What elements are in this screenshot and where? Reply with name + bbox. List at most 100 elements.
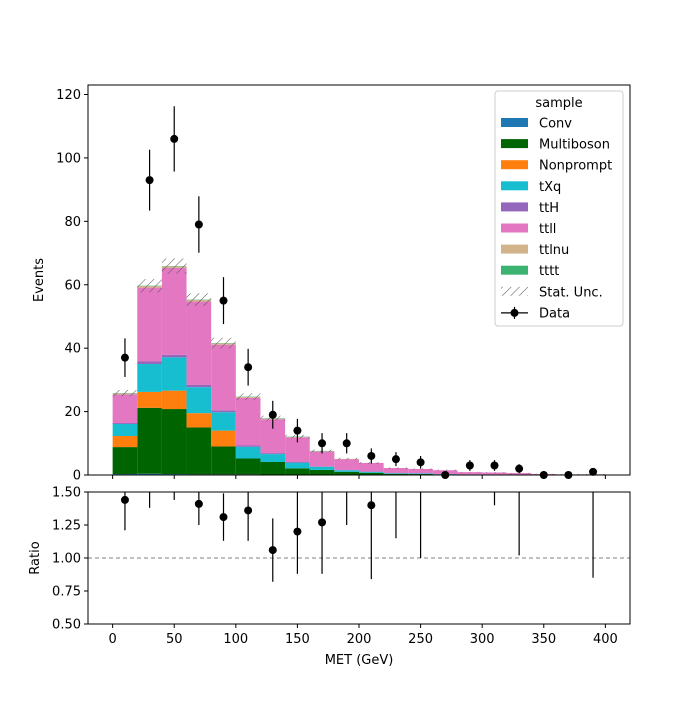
bar-nonprompt-1: [137, 392, 162, 408]
bar-txq-5: [236, 447, 261, 459]
x-tick-label-0: 0: [108, 632, 116, 647]
stat-unc-band-0: [113, 390, 138, 396]
bar-tth-1: [137, 361, 162, 364]
bar-ttll-4: [211, 345, 236, 411]
bar-nonprompt-3: [187, 413, 212, 427]
stat-unc-band-15: [482, 472, 507, 473]
data-point-8: [318, 439, 326, 447]
bar-ttll-12: [408, 469, 433, 473]
legend-swatch-tth: [501, 202, 528, 211]
data-point-14: [466, 461, 474, 469]
bar-txq-9: [334, 470, 359, 472]
bar-ttll-14: [458, 472, 483, 474]
bar-multiboson-8: [310, 470, 335, 475]
stat-unc-band-9: [334, 458, 359, 460]
x-tick-label-8: 400: [593, 632, 618, 647]
ratio-point-10: [367, 501, 375, 509]
bar-ttll-11: [384, 468, 409, 473]
bar-nonprompt-0: [113, 436, 138, 447]
stat-unc-band-13: [433, 470, 458, 471]
bar-txq-2: [162, 357, 187, 390]
bar-multiboson-1: [137, 408, 162, 474]
ratio-y-tick-label-3: 1.25: [52, 519, 81, 534]
ratio-point-0: [121, 496, 129, 504]
data-point-10: [367, 452, 375, 460]
ratio-y-tick-label-0: 0.50: [52, 618, 81, 633]
bar-multiboson-6: [260, 462, 285, 475]
legend-label-stat-unc: Stat. Unc.: [539, 285, 603, 300]
legend-swatch-data: [511, 309, 519, 317]
stat-unc-band-14: [458, 472, 483, 473]
data-point-9: [343, 439, 351, 447]
bar-tth-7: [285, 462, 310, 463]
legend-label-conv: Conv: [539, 117, 572, 132]
x-tick-label-2: 100: [223, 632, 248, 647]
legend-swatch-conv: [501, 118, 528, 127]
top-y-tick-label-1: 20: [64, 405, 81, 420]
legend-swatch-ttlnu: [501, 245, 528, 254]
data-point-3: [195, 221, 203, 229]
bar-multiboson-2: [162, 409, 187, 474]
data-point-5: [244, 363, 252, 371]
ratio-point-7: [293, 528, 301, 536]
legend-swatch-nonprompt: [501, 160, 528, 169]
x-tick-label-1: 50: [166, 632, 183, 647]
bar-ttll-9: [334, 459, 359, 470]
x-tick-label-5: 250: [408, 632, 433, 647]
ratio-point-6: [269, 546, 277, 554]
bar-txq-7: [285, 463, 310, 469]
legend-label-data: Data: [539, 306, 570, 321]
legend-label-tth: ttH: [539, 201, 559, 216]
legend: sampleConvMultibosonNonprompttXqttHttllt…: [495, 91, 623, 326]
stat-unc-band-11: [384, 467, 409, 468]
bar-ttll-0: [113, 394, 138, 423]
data-point-0: [121, 354, 129, 362]
bar-txq-1: [137, 364, 162, 392]
top-y-tick-label-4: 80: [64, 215, 81, 230]
ratio-point-4: [220, 513, 228, 521]
stat-unc-band-5: [236, 393, 261, 400]
bar-nonprompt-4: [211, 431, 236, 447]
bar-ttll-5: [236, 398, 261, 446]
bar-ttll-1: [137, 288, 162, 362]
data-point-2: [170, 135, 178, 143]
data-point-12: [417, 458, 425, 466]
bar-tth-0: [113, 423, 138, 424]
bar-txq-0: [113, 424, 138, 436]
top-y-tick-label-2: 40: [64, 342, 81, 357]
bar-ttll-2: [162, 268, 187, 355]
ratio-y-tick-label-2: 1.00: [52, 552, 81, 567]
stat-unc-band-1: [137, 279, 162, 292]
ratio-y-tick-label-1: 0.75: [52, 585, 81, 600]
data-point-15: [491, 461, 499, 469]
bar-tth-3: [187, 385, 212, 387]
x-axis-label: MET (GeV): [325, 653, 394, 668]
legend-label-tttt: tttt: [539, 264, 559, 279]
legend-swatch-stat-unc: [501, 287, 528, 296]
legend-swatch-multiboson: [501, 139, 528, 148]
bar-nonprompt-2: [162, 391, 187, 409]
stat-unc-band-2: [162, 258, 187, 273]
legend-label-ttll: ttll: [539, 222, 556, 237]
x-tick-label-3: 150: [285, 632, 310, 647]
data-point-1: [146, 176, 154, 184]
x-tick-label-4: 200: [347, 632, 372, 647]
bar-multiboson-0: [113, 447, 138, 474]
bar-tth-4: [211, 410, 236, 412]
bar-tth-6: [260, 453, 285, 454]
data-point-16: [515, 465, 523, 473]
bar-txq-12: [408, 473, 433, 474]
bar-tth-5: [236, 446, 261, 447]
stat-unc-band-3: [187, 293, 212, 306]
bar-txq-8: [310, 467, 335, 470]
bar-txq-4: [211, 412, 236, 430]
data-point-4: [220, 297, 228, 305]
ratio-y-axis-label: Ratio: [28, 541, 43, 574]
legend-swatch-ttll: [501, 224, 528, 233]
bar-ttll-8: [310, 452, 335, 467]
bar-tth-2: [162, 355, 187, 358]
ratio-point-5: [244, 506, 252, 514]
legend-swatch-txq: [501, 181, 528, 190]
x-tick-label-6: 300: [470, 632, 495, 647]
top-y-tick-label-0: 0: [73, 469, 81, 484]
